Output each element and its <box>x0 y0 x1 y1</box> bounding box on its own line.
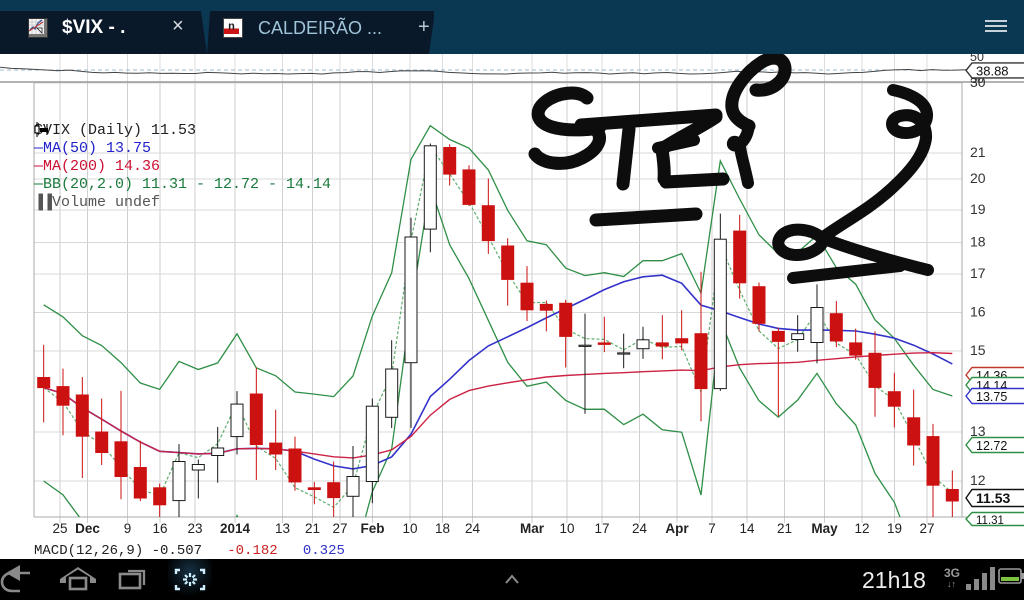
svg-text:11.31: 11.31 <box>976 515 1004 527</box>
svg-text:16: 16 <box>970 304 986 320</box>
svg-text:7: 7 <box>708 521 716 536</box>
svg-text:Feb: Feb <box>360 521 384 536</box>
svg-text:11.53: 11.53 <box>976 490 1010 506</box>
svg-text:19: 19 <box>970 201 986 217</box>
svg-text:24: 24 <box>632 521 648 536</box>
svg-text:21: 21 <box>305 521 320 536</box>
svg-text:Apr: Apr <box>665 521 689 536</box>
svg-text:9: 9 <box>124 521 132 536</box>
svg-text:17: 17 <box>970 265 986 281</box>
svg-text:21: 21 <box>970 144 986 160</box>
svg-text:13: 13 <box>970 423 986 439</box>
svg-text:17: 17 <box>594 521 609 536</box>
svg-text:16: 16 <box>152 521 167 536</box>
svg-text:Dec: Dec <box>75 521 100 536</box>
svg-text:23: 23 <box>187 521 202 536</box>
svg-text:12.72: 12.72 <box>976 439 1007 453</box>
svg-text:10: 10 <box>402 521 417 536</box>
svg-text:Mar: Mar <box>520 521 545 536</box>
svg-text:n: n <box>228 21 235 33</box>
svg-text:May: May <box>811 521 838 536</box>
svg-text:25: 25 <box>52 521 67 536</box>
svg-text:24: 24 <box>465 521 481 536</box>
svg-text:38.88: 38.88 <box>976 63 1009 78</box>
svg-text:27: 27 <box>332 521 347 536</box>
svg-text:15: 15 <box>970 342 986 358</box>
svg-text:18: 18 <box>970 234 986 250</box>
svg-text:20: 20 <box>970 170 986 186</box>
svg-text:21: 21 <box>777 521 792 536</box>
svg-text:2014: 2014 <box>220 521 251 536</box>
svg-text:13.75: 13.75 <box>976 390 1007 404</box>
svg-text:14: 14 <box>739 521 755 536</box>
svg-text:19: 19 <box>887 521 902 536</box>
svg-text:10: 10 <box>559 521 574 536</box>
svg-text:12: 12 <box>854 521 869 536</box>
svg-text:18: 18 <box>435 521 450 536</box>
svg-text:12: 12 <box>970 472 986 488</box>
svg-text:13: 13 <box>275 521 290 536</box>
svg-text:27: 27 <box>919 521 934 536</box>
